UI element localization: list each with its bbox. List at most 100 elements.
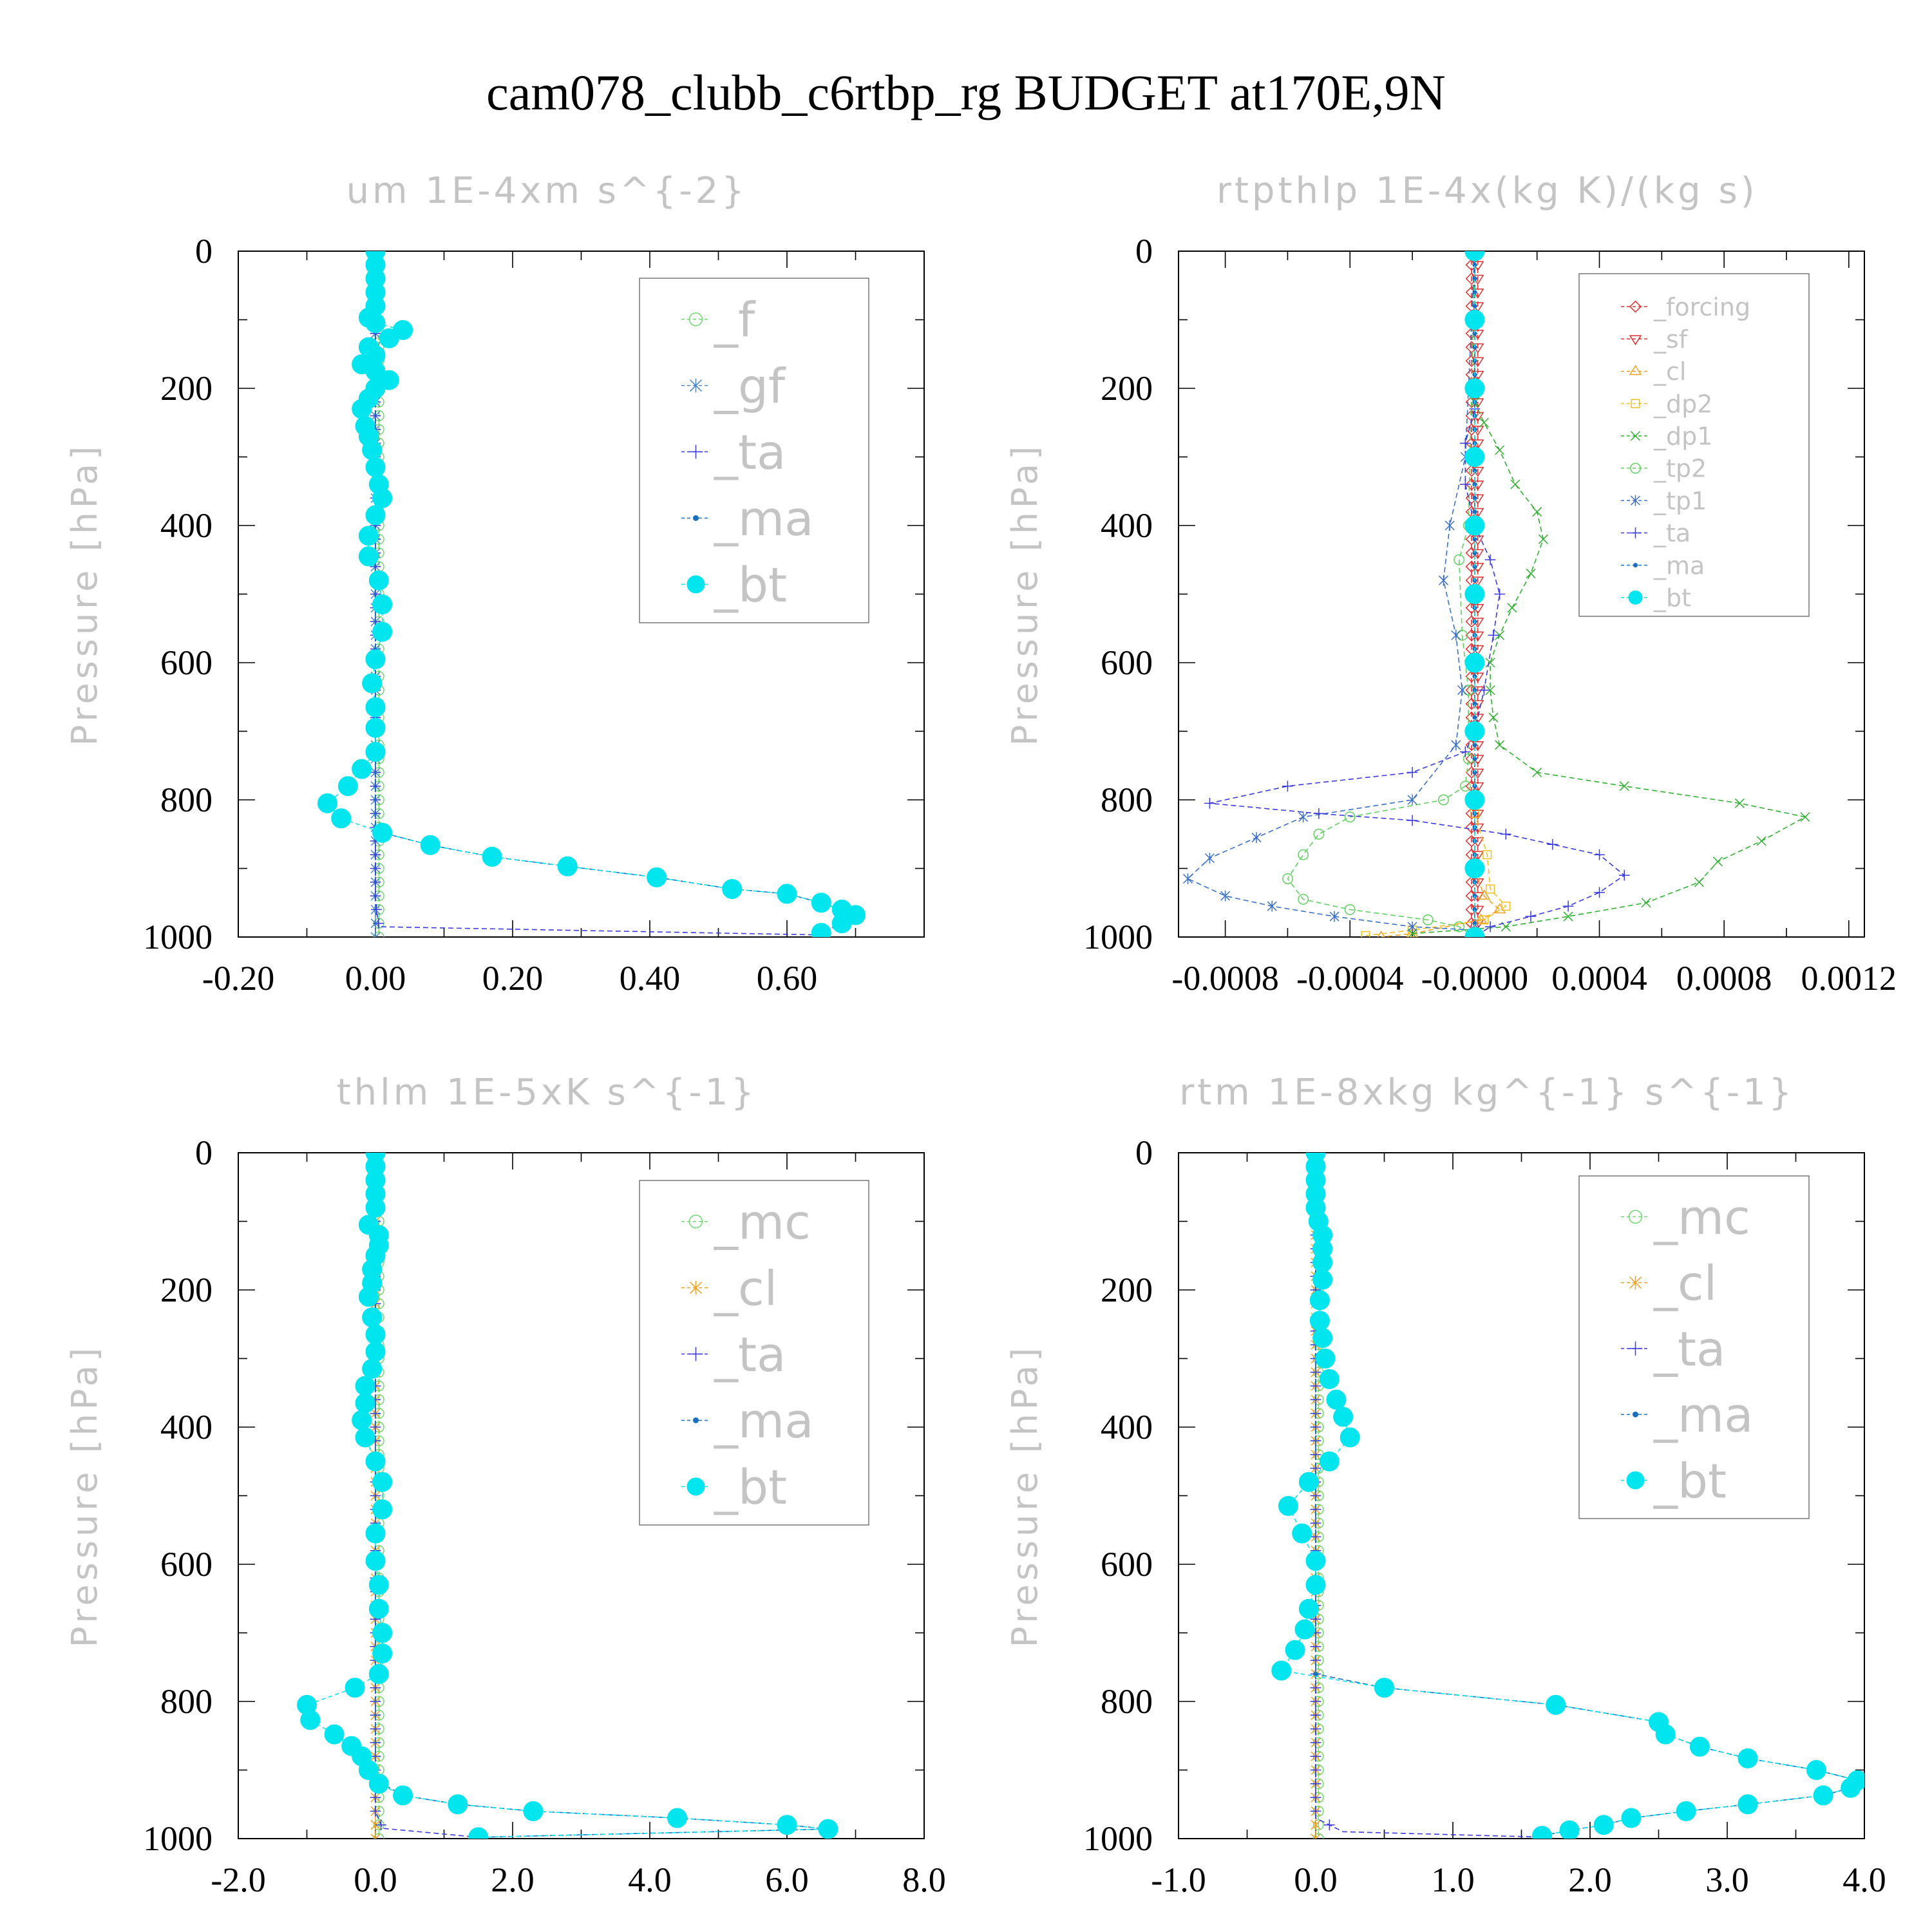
series-line-bt [1280,1153,1859,1837]
data-point [1457,629,1468,641]
series-markers-bt [317,251,866,937]
y-tick-label: 600 [1101,1545,1153,1584]
series-group [317,251,866,937]
data-point [523,1801,544,1821]
data-point [1563,911,1573,922]
y-axis-label: Pressure [hPa] [64,442,105,746]
data-point [362,1358,383,1379]
data-point [1310,1750,1321,1762]
data-point [1310,1737,1321,1748]
data-point [1292,1523,1312,1544]
y-tick-label: 400 [1101,506,1153,545]
data-point [1313,808,1325,819]
legend-label: _tp1 [1653,487,1707,515]
data-point [1459,437,1471,449]
data-point [370,876,381,888]
series-markers-tp1 [1182,251,1480,936]
legend-label: _dp1 [1653,422,1712,451]
data-point [393,1785,413,1806]
data-point [337,776,358,797]
data-point [1738,1794,1758,1815]
y-axis-label: Pressure [hPa] [1005,1344,1045,1647]
data-point [1479,915,1489,925]
legend-marker [1628,1209,1643,1224]
data-point [1472,756,1477,761]
plot-frame [238,251,925,938]
legend: _mc _cl _ta _ma _bt [1578,1175,1810,1519]
data-point [1294,1619,1315,1640]
data-point [1267,900,1277,912]
data-point [1495,445,1505,455]
data-point [1312,1819,1324,1831]
data-point [352,759,372,779]
legend: _forcing _sf _cl _dp2 _dp1 _tp2 _tp1 _ta _ma _bt [1578,273,1810,617]
series-markers-dp2 [1361,251,1511,937]
data-point [1454,554,1465,565]
y-tick-label: 200 [1101,369,1153,408]
data-point [1618,869,1630,881]
data-point [1756,836,1766,846]
data-point [1472,290,1477,295]
legend-box [1578,273,1810,617]
legend-marker [1629,365,1642,375]
x-tick-label: 2.0 [491,1861,535,1899]
data-point [1377,931,1385,937]
data-point [1454,921,1465,933]
data-point [1271,1660,1292,1681]
x-tick-label: -0.20 [202,959,274,998]
data-point [1806,1760,1826,1780]
data-point [368,1774,389,1794]
data-point [1472,331,1477,336]
legend-box [1578,1175,1810,1519]
legend-label: _sf [1653,325,1689,354]
data-point [1298,849,1309,860]
data-point [300,1710,321,1730]
x-tick-label: -0.0008 [1171,959,1278,998]
x-tick-label: -0.0000 [1421,959,1528,998]
y-tick-label: 800 [160,781,213,819]
panel-title: thlm 1E-5xK s^{-1} [337,1072,757,1113]
legend-marker [1633,563,1638,568]
data-point [1472,509,1477,515]
data-point [1546,1694,1566,1715]
data-point [1459,781,1471,792]
y-tick-label: 600 [160,1545,213,1584]
data-point [375,1819,386,1831]
data-point [1319,1451,1340,1472]
data-point [1309,1290,1330,1311]
series-line-ta [375,251,822,936]
legend-label: _cl [1653,1256,1717,1311]
data-point [352,1410,372,1430]
legend-marker [687,575,705,594]
data-point [1488,630,1499,641]
data-point [372,488,393,508]
data-point [1298,893,1309,905]
data-point [370,1806,381,1817]
data-point [1459,746,1471,757]
data-point [1457,685,1468,696]
series-markers-bt [1271,1153,1864,1839]
panel-title: rtpthlp 1E-4x(kg K)/(kg s) [1217,170,1758,212]
data-point [777,1815,797,1835]
data-point [370,863,381,874]
series-markers-bt [297,1153,838,1839]
data-point [1593,1815,1614,1835]
data-point [1472,551,1477,556]
data-point [1472,536,1477,542]
data-point [1484,554,1496,565]
data-point [1329,911,1340,922]
data-point [1500,828,1511,840]
data-point [373,918,384,929]
plot-frame [1178,251,1865,938]
data-point [358,546,379,567]
data-point [1326,1389,1347,1410]
legend-label: _gf [714,359,786,414]
data-point [1220,890,1231,902]
legend-label: _dp2 [1653,390,1712,418]
data-point [1312,1269,1333,1290]
data-point [355,1427,375,1448]
data-point [1479,417,1489,428]
y-tick-label: 0 [1135,1133,1153,1172]
data-point [1621,1808,1642,1828]
series-line-ta [1315,1153,1549,1838]
